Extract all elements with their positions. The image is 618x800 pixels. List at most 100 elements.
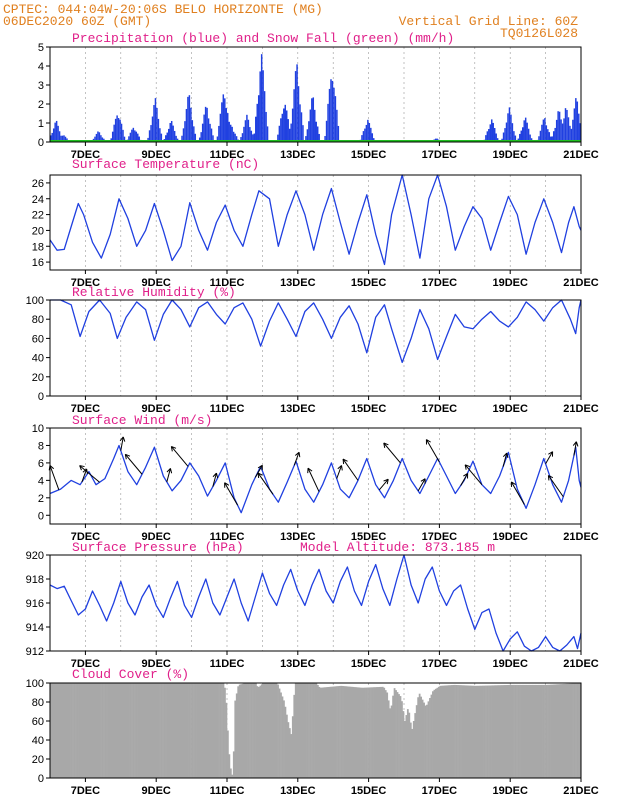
x-tick-label: 7DEC [71, 658, 100, 670]
wind-vector-head [383, 442, 389, 448]
x-tick-label: 19DEC [492, 149, 528, 161]
y-tick-label: 60 [32, 333, 44, 345]
cloud-bar [237, 686, 240, 778]
x-tick-label: 15DEC [351, 149, 387, 161]
cloud-bar [106, 683, 108, 778]
cloud-bar [358, 687, 361, 778]
cloud-bar [389, 708, 392, 778]
cloud-bar [138, 683, 141, 778]
cloud-bar [116, 683, 119, 778]
precip-bar [207, 118, 210, 142]
precip-bar [520, 130, 522, 142]
cloud-bar [306, 683, 309, 778]
cloud-bar [522, 684, 524, 778]
cloud-bar [375, 687, 378, 778]
cloud-bar [309, 683, 312, 778]
cloud-bar [373, 687, 375, 778]
precip-bar [325, 120, 328, 142]
cloud-bar [201, 683, 204, 778]
wind-vector [170, 446, 189, 467]
precip-bar [168, 128, 170, 142]
x-tick-label: 19DEC [492, 531, 528, 543]
cloud-bar [308, 683, 310, 778]
precip-bar [277, 134, 279, 142]
x-tick-label: 15DEC [351, 785, 387, 797]
precip-bar [160, 133, 163, 142]
y-tick-label: 20 [32, 754, 44, 766]
header-date: 06DEC2020 60Z (GMT) [3, 14, 151, 29]
precip-bar [54, 122, 56, 142]
cloud-bar [55, 683, 58, 778]
y-tick-label: 5 [38, 42, 44, 54]
precip-bar [228, 121, 230, 142]
wind-vector-head [548, 451, 554, 457]
cloud-bar [170, 683, 173, 778]
cloud-bar [437, 686, 440, 778]
cloud-bar [103, 683, 105, 778]
precip-bar [333, 87, 335, 142]
wind-vector [307, 467, 320, 492]
precip-bar [260, 54, 263, 143]
precip-bar [262, 70, 264, 142]
cloud-bar [250, 683, 253, 778]
cloud-bar [131, 683, 133, 778]
panels: Precipitation (blue) and Snow Fall (gree… [26, 31, 599, 797]
precip-bar [153, 105, 155, 142]
cloud-bar [227, 730, 229, 778]
precip-bar [114, 118, 117, 142]
cloud-bar [173, 683, 176, 778]
y-tick-label: 916 [26, 598, 44, 610]
cloud-bar [463, 685, 465, 778]
panel-title-precip: Precipitation (blue) and Snow Fall (gree… [72, 31, 454, 46]
y-tick-label: 912 [26, 646, 44, 658]
cloud-bar [275, 683, 278, 778]
cloud-bar [249, 683, 251, 778]
cloud-bar [322, 687, 325, 778]
cloud-bar [73, 683, 76, 778]
cloud-bar [243, 683, 245, 778]
cloud-bar [287, 722, 290, 778]
cloud-bar [284, 706, 287, 778]
cloud-bar [496, 685, 499, 778]
precip-bar [132, 127, 135, 142]
precip-bar [309, 109, 312, 142]
cloud-bar [451, 685, 453, 778]
cloud-bar [402, 711, 405, 778]
cloud-bar [342, 686, 344, 778]
cloud-bar [550, 684, 552, 778]
wind-vector-head [464, 464, 471, 470]
cloud-bar [523, 684, 526, 778]
precip-bar [255, 116, 257, 142]
header-location: CPTEC: 044:04W-20:06S BELO HORIZONTE (MG… [3, 2, 323, 17]
cloud-bar [265, 683, 268, 778]
precip-bar [293, 89, 295, 142]
precip-bar [493, 128, 496, 142]
cloud-bar [86, 683, 89, 778]
cloud-bar [178, 683, 181, 778]
precip-bar [157, 118, 160, 142]
y-tick-label: 920 [26, 550, 44, 562]
cloud-bar [539, 684, 542, 778]
x-tick-label: 13DEC [280, 658, 316, 670]
cloud-bar [129, 683, 132, 778]
cloud-bar [564, 683, 567, 778]
cloud-bar [66, 683, 68, 778]
precip-bar [557, 111, 559, 142]
wind-vector-head [212, 472, 219, 479]
cloud-bar [504, 685, 507, 778]
precip-bar [371, 133, 374, 142]
y-tick-label: 914 [26, 622, 44, 634]
precip-bar [212, 135, 214, 142]
wind-vector-head [425, 439, 431, 445]
cloud-bar [536, 684, 539, 778]
cloud-bar [293, 694, 296, 778]
cloud-bar [429, 698, 431, 778]
cloud-bar [436, 687, 439, 778]
cloud-bar [527, 684, 530, 778]
precip-bar [551, 136, 553, 142]
precip-bar [495, 133, 497, 142]
cloud-bar [238, 684, 241, 778]
precip-bar [297, 86, 300, 142]
precip-bar [529, 134, 531, 142]
wind-vector [257, 472, 274, 495]
